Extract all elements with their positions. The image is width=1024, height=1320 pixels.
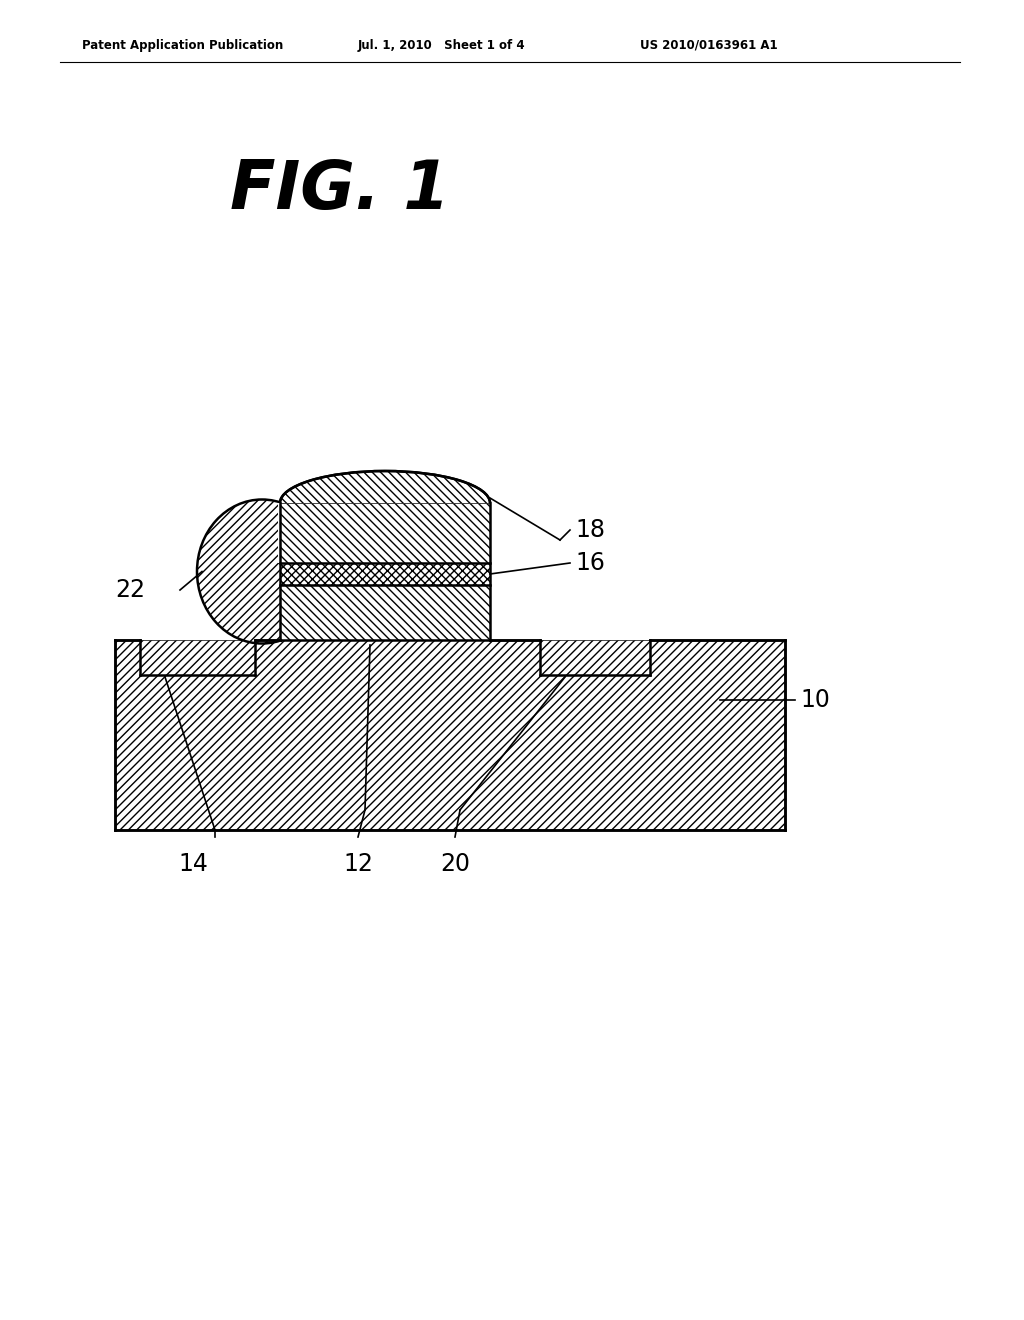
Bar [280, 585, 490, 640]
Text: FIG. 1: FIG. 1 [230, 157, 450, 223]
Bar [278, 503, 492, 564]
Bar [115, 640, 785, 830]
Ellipse shape [197, 499, 327, 644]
Text: US 2010/0163961 A1: US 2010/0163961 A1 [640, 38, 777, 51]
Text: 18: 18 [575, 517, 605, 543]
Ellipse shape [280, 471, 490, 535]
Bar [540, 640, 650, 675]
Bar [540, 640, 650, 675]
Bar [115, 640, 785, 830]
Bar [280, 503, 490, 564]
Bar [280, 564, 490, 585]
Bar [140, 640, 255, 675]
Text: Patent Application Publication: Patent Application Publication [82, 38, 284, 51]
Bar [280, 585, 490, 640]
Text: 20: 20 [440, 851, 470, 876]
Text: 16: 16 [575, 550, 605, 576]
Text: 12: 12 [343, 851, 373, 876]
Bar [280, 503, 490, 564]
Bar [280, 564, 490, 585]
Text: 22: 22 [115, 578, 145, 602]
Text: 10: 10 [800, 688, 829, 711]
Text: 14: 14 [178, 851, 208, 876]
Bar [280, 503, 490, 564]
Bar [280, 503, 490, 564]
Bar [115, 640, 785, 830]
Text: Jul. 1, 2010   Sheet 1 of 4: Jul. 1, 2010 Sheet 1 of 4 [358, 38, 525, 51]
Bar [140, 640, 255, 675]
